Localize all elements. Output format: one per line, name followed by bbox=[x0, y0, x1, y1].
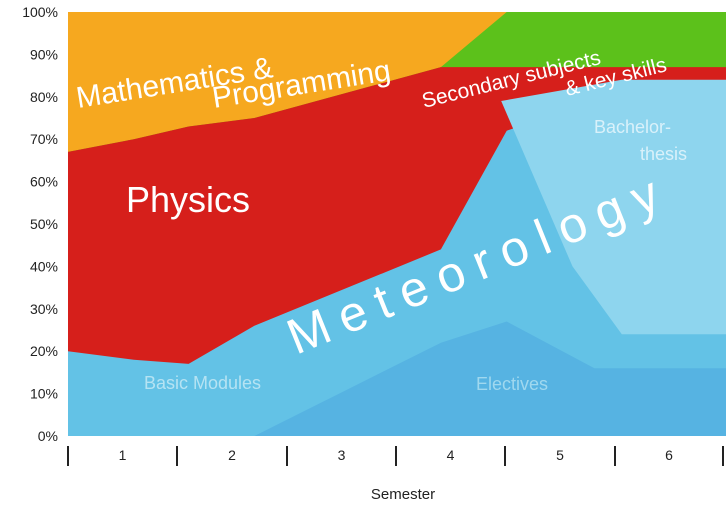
x-axis-label: Semester bbox=[371, 486, 435, 503]
area-layers bbox=[68, 12, 726, 436]
y-tick-label: 10% bbox=[30, 386, 58, 402]
label-electives: Electives bbox=[476, 374, 548, 394]
y-tick-label: 60% bbox=[30, 174, 58, 190]
x-tick-label: 6 bbox=[665, 447, 673, 463]
y-tick-label: 40% bbox=[30, 258, 58, 274]
x-tick-label: 2 bbox=[228, 447, 236, 463]
y-tick-label: 100% bbox=[22, 4, 58, 20]
label-physics: Physics bbox=[126, 179, 250, 220]
y-tick-label: 30% bbox=[30, 301, 58, 317]
y-tick-label: 80% bbox=[30, 89, 58, 105]
x-tick-label: 3 bbox=[338, 447, 346, 463]
y-tick-label: 70% bbox=[30, 131, 58, 147]
y-tick-label: 20% bbox=[30, 343, 58, 359]
y-tick-label: 50% bbox=[30, 216, 58, 232]
y-tick-label: 90% bbox=[30, 46, 58, 62]
x-axis-ticks: 1 2 3 4 5 6 bbox=[67, 446, 724, 466]
label-bachelor-thesis-line1: Bachelor- bbox=[594, 117, 671, 137]
y-axis-ticks: 0% 10% 20% 30% 40% 50% 60% 70% 80% 90% 100% bbox=[22, 4, 58, 444]
label-bachelor-thesis-line2: thesis bbox=[640, 144, 687, 164]
label-basic-modules: Basic Modules bbox=[144, 373, 261, 393]
area-bachelor-thesis bbox=[501, 79, 726, 335]
x-tick-label: 1 bbox=[119, 447, 127, 463]
area-electives bbox=[68, 321, 726, 436]
y-tick-label: 0% bbox=[38, 428, 58, 444]
x-tick-label: 5 bbox=[556, 447, 564, 463]
x-tick-label: 4 bbox=[447, 447, 455, 463]
